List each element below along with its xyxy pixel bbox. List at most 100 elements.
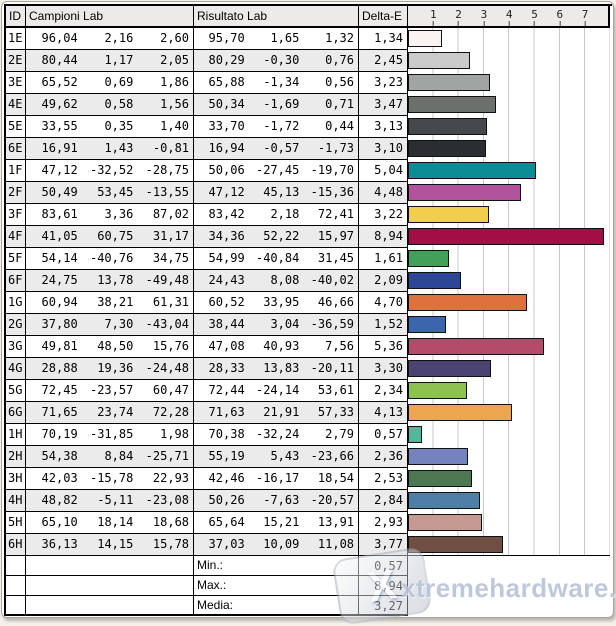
table-header-row: ID Campioni Lab Risultato Lab Delta-E 1 … [6,6,612,28]
campioni-values: 80,44 1,17 2,05 [26,50,194,72]
campioni-l: 16,91 [41,141,78,155]
risultato-l: 60,52 [208,295,245,309]
table-row: 1G 60,94 38,21 61,31 60,52 33,95 46,66 4… [6,292,612,314]
campioni-values: 50,49 53,45 -13,55 [26,182,194,204]
risultato-values: 54,99 -40,84 31,45 [194,248,359,270]
risultato-l: 33,70 [208,119,245,133]
delta-e-value: 2,53 [359,468,408,490]
campioni-l: 83,61 [41,207,78,221]
campioni-values: 33,55 0,35 1,40 [26,116,194,138]
risultato-a: -0,30 [263,53,300,67]
row-id: 1F [6,160,26,182]
bar-cell [408,270,610,292]
bar-cell [408,534,610,556]
delta-e-value: 1,34 [359,28,408,50]
campioni-values: 54,38 8,84 -25,71 [26,446,194,468]
campioni-b: 15,78 [152,537,190,551]
risultato-l: 50,34 [208,97,245,111]
risultato-b: -1,73 [317,141,355,155]
risultato-b: 15,97 [317,229,355,243]
risultato-l: 16,94 [208,141,245,155]
risultato-values: 60,52 33,95 46,66 [194,292,359,314]
campioni-l: 54,14 [41,251,78,265]
delta-e-value: 2,84 [359,490,408,512]
axis-tick-mark [483,21,485,26]
campioni-l: 48,82 [41,493,78,507]
risultato-l: 50,26 [208,493,245,507]
delta-e-value: 3,10 [359,138,408,160]
delta-e-bar [408,206,489,223]
campioni-values: 83,61 3,36 87,02 [26,204,194,226]
risultato-l: 71,63 [208,405,245,419]
campioni-l: 65,52 [41,75,78,89]
risultato-values: 65,88 -1,34 0,56 [194,72,359,94]
delta-e-bar [408,228,604,245]
delta-e-value: 1,52 [359,314,408,336]
campioni-l: 65,10 [41,515,78,529]
risultato-a: 33,95 [263,295,300,309]
risultato-l: 37,03 [208,537,245,551]
delta-e-value: 3,13 [359,116,408,138]
bar-cell [408,292,610,314]
axis-tick-label: 4 [505,8,513,21]
campioni-b: 2,05 [160,53,190,67]
delta-e-bar [408,426,422,443]
row-id: 3E [6,72,26,94]
risultato-values: 70,38 -32,24 2,79 [194,424,359,446]
table-row: 3G 49,81 48,50 15,76 47,08 40,93 7,56 5,… [6,336,612,358]
risultato-a: 45,13 [263,185,300,199]
campioni-l: 36,13 [41,537,78,551]
row-id: 6E [6,138,26,160]
table-row: 6E 16,91 1,43 -0,81 16,94 -0,57 -1,73 3,… [6,138,612,160]
axis-tick: 7 [582,8,588,26]
bar-cell [408,116,610,138]
delta-e-value: 5,36 [359,336,408,358]
risultato-values: 50,34 -1,69 0,71 [194,94,359,116]
axis-tick-mark [508,21,510,26]
delta-e-value: 2,09 [359,270,408,292]
campioni-values: 60,94 38,21 61,31 [26,292,194,314]
delta-e-value: 2,34 [359,380,408,402]
summary-empty-id [6,596,26,616]
row-id: 3G [6,336,26,358]
axis-tick: 1 [430,8,437,26]
campioni-values: 24,75 13,78 -49,48 [26,270,194,292]
campioni-b: 72,28 [152,405,190,419]
campioni-b: -25,71 [145,449,190,463]
risultato-values: 55,19 5,43 -23,66 [194,446,359,468]
risultato-a: 13,83 [263,361,300,375]
table-row: 2G 37,80 7,30 -43,04 38,44 3,04 -36,59 1… [6,314,612,336]
row-id: 6F [6,270,26,292]
row-id: 3H [6,468,26,490]
campioni-a: 53,45 [97,185,134,199]
risultato-values: 50,06 -27,45 -19,70 [194,160,359,182]
risultato-values: 72,44 -24,14 53,61 [194,380,359,402]
axis-tick-mark [458,21,460,26]
delta-e-bar [408,74,490,91]
axis-tick: 6 [556,8,563,26]
risultato-l: 28,33 [208,361,245,375]
campioni-a: 60,75 [97,229,134,243]
table-row: 4G 28,88 19,36 -24,48 28,33 13,83 -20,11… [6,358,612,380]
axis-tick-mark [584,21,586,26]
risultato-a: -24,14 [255,383,300,397]
campioni-b: -28,75 [145,163,190,177]
risultato-values: 65,64 15,21 13,91 [194,512,359,534]
summary-empty-campioni [26,596,194,616]
campioni-b: 1,56 [160,97,190,111]
bar-cell [408,402,610,424]
campioni-b: 1,40 [160,119,190,133]
campioni-b: -23,08 [145,493,190,507]
campioni-a: -23,57 [89,383,134,397]
row-id: 2G [6,314,26,336]
campioni-values: 96,04 2,16 2,60 [26,28,194,50]
risultato-a: 8,08 [270,273,300,287]
risultato-l: 55,19 [208,449,245,463]
campioni-l: 49,62 [41,97,78,111]
bar-cell [408,94,610,116]
delta-e-bar [408,338,544,355]
campioni-b: 31,17 [152,229,190,243]
campioni-l: 80,44 [41,53,78,67]
risultato-values: 47,08 40,93 7,56 [194,336,359,358]
